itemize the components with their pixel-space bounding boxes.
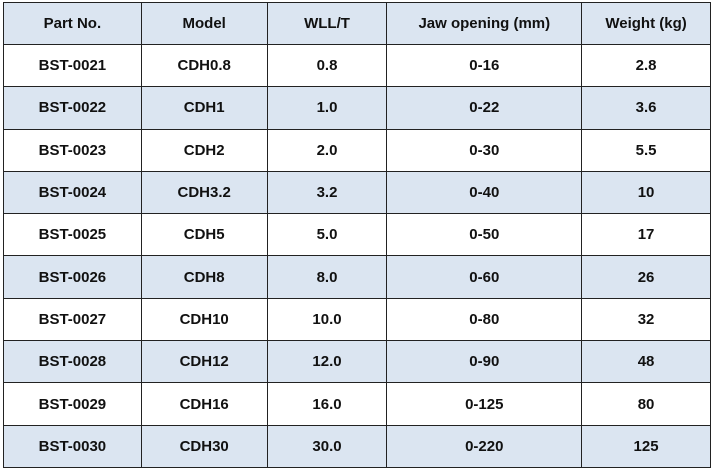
- table-cell: BST-0026: [3, 255, 142, 299]
- table-cell: 0-16: [386, 43, 583, 88]
- table-cell: CDH8: [140, 255, 268, 299]
- table-row: BST-0030 CDH30 30.0 0-220 125: [3, 424, 711, 468]
- table-cell: 0-22: [386, 86, 583, 130]
- table-cell: CDH12: [140, 340, 268, 384]
- table-cell: 0-60: [386, 255, 583, 299]
- table-cell: 2.8: [581, 43, 711, 88]
- table-cell: 16.0: [266, 382, 388, 426]
- table-cell: 3.6: [581, 86, 711, 130]
- table-cell: 0-50: [386, 213, 583, 257]
- table-cell: 0-40: [386, 170, 583, 215]
- table-cell: 2.0: [266, 128, 388, 172]
- table-cell: 10.0: [266, 297, 388, 342]
- table-cell: BST-0027: [3, 297, 142, 342]
- table-cell: 5.5: [581, 128, 711, 172]
- table-cell: CDH1: [140, 86, 268, 130]
- table-row: BST-0028 CDH12 12.0 0-90 48: [3, 340, 711, 384]
- table-cell: 8.0: [266, 255, 388, 299]
- table-cell: 0-125: [386, 382, 583, 426]
- table-cell: 12.0: [266, 340, 388, 384]
- header-cell: Model: [140, 2, 268, 45]
- table-cell: CDH3.2: [140, 170, 268, 215]
- table-cell: BST-0022: [3, 86, 142, 130]
- header-cell: Jaw opening (mm): [386, 2, 583, 45]
- table-row: BST-0023 CDH2 2.0 0-30 5.5: [3, 128, 711, 172]
- table-cell: BST-0023: [3, 128, 142, 172]
- table-cell: 1.0: [266, 86, 388, 130]
- table-row: BST-0029 CDH16 16.0 0-125 80: [3, 382, 711, 426]
- table-cell: 3.2: [266, 170, 388, 215]
- table-cell: 5.0: [266, 213, 388, 257]
- table-row: BST-0024 CDH3.2 3.2 0-40 10: [3, 170, 711, 215]
- header-cell: Weight (kg): [581, 2, 711, 45]
- table-cell: 17: [581, 213, 711, 257]
- header-cell: WLL/T: [266, 2, 388, 45]
- table-cell: 125: [581, 424, 711, 468]
- table-cell: BST-0030: [3, 424, 142, 468]
- spec-table: Part No. Model WLL/T Jaw opening (mm) Weight…: [3, 2, 711, 468]
- header-cell: Part No.: [3, 2, 142, 45]
- table-cell: 30.0: [266, 424, 388, 468]
- table-cell: 80: [581, 382, 711, 426]
- table-cell: CDH10: [140, 297, 268, 342]
- table-cell: CDH0.8: [140, 43, 268, 88]
- table-cell: BST-0025: [3, 213, 142, 257]
- table-cell: CDH2: [140, 128, 268, 172]
- table-row: BST-0027 CDH10 10.0 0-80 32: [3, 297, 711, 342]
- header-row: Part No. Model WLL/T Jaw opening (mm) Weight…: [3, 2, 711, 45]
- table-cell: 0.8: [266, 43, 388, 88]
- table-cell: CDH30: [140, 424, 268, 468]
- table-cell: BST-0024: [3, 170, 142, 215]
- table-cell: BST-0029: [3, 382, 142, 426]
- table-cell: BST-0028: [3, 340, 142, 384]
- table-cell: 0-90: [386, 340, 583, 384]
- table-row: BST-0021 CDH0.8 0.8 0-16 2.8: [3, 43, 711, 88]
- table-cell: CDH16: [140, 382, 268, 426]
- table-cell: BST-0021: [3, 43, 142, 88]
- table-row: BST-0026 CDH8 8.0 0-60 26: [3, 255, 711, 299]
- table-row: BST-0025 CDH5 5.0 0-50 17: [3, 213, 711, 257]
- table-cell: 48: [581, 340, 711, 384]
- table-cell: 0-220: [386, 424, 583, 468]
- table-cell: 32: [581, 297, 711, 342]
- table-cell: CDH5: [140, 213, 268, 257]
- table-cell: 0-30: [386, 128, 583, 172]
- table-row: BST-0022 CDH1 1.0 0-22 3.6: [3, 86, 711, 130]
- table-cell: 10: [581, 170, 711, 215]
- table-cell: 26: [581, 255, 711, 299]
- table-cell: 0-80: [386, 297, 583, 342]
